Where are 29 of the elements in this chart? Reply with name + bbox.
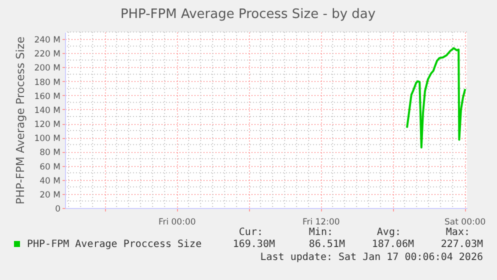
text: Last update: Sat Jan 17 00:06:04 2026 [260, 252, 483, 263]
y-tick-label: 200 M [34, 64, 60, 74]
y-tick-label: 180 M [34, 78, 60, 88]
y-tick-label: 60 M [40, 162, 60, 172]
y-tick-label: 40 M [40, 176, 60, 186]
y-tick-label: 100 M [34, 134, 60, 144]
y-tick-label: 120 M [34, 120, 60, 130]
y-tick-label: 240 M [34, 36, 60, 46]
text: 169.30M [232, 239, 275, 250]
text: Max: [446, 227, 470, 238]
y-tick-label: 0 [55, 204, 60, 214]
text: Cur: [238, 227, 263, 238]
text: 86.51M [308, 239, 345, 250]
text: 227.03M [440, 239, 483, 250]
x-tick-label: Fri 00:00 [158, 218, 196, 228]
legend-label: PHP-FPM Average Proccess Size [27, 239, 202, 250]
text: Avg: [376, 227, 401, 238]
y-tick-label: 80 M [40, 148, 60, 158]
text: 187.06M [372, 239, 414, 250]
y-tick-label: 20 M [40, 190, 60, 200]
chart-title: PHP-FPM Average Process Size - by day [120, 7, 376, 22]
text: Min: [308, 227, 333, 238]
y-axis-title: PHP-FPM Average Process Size [14, 36, 28, 204]
x-tick-label: Sat 00:00 [444, 218, 486, 228]
line-series [406, 47, 466, 148]
x-tick-label: Fri 12:00 [302, 218, 340, 228]
y-tick-label: 220 M [34, 50, 60, 60]
y-tick-label: 140 M [34, 106, 60, 116]
y-tick-label: 160 M [34, 92, 60, 102]
